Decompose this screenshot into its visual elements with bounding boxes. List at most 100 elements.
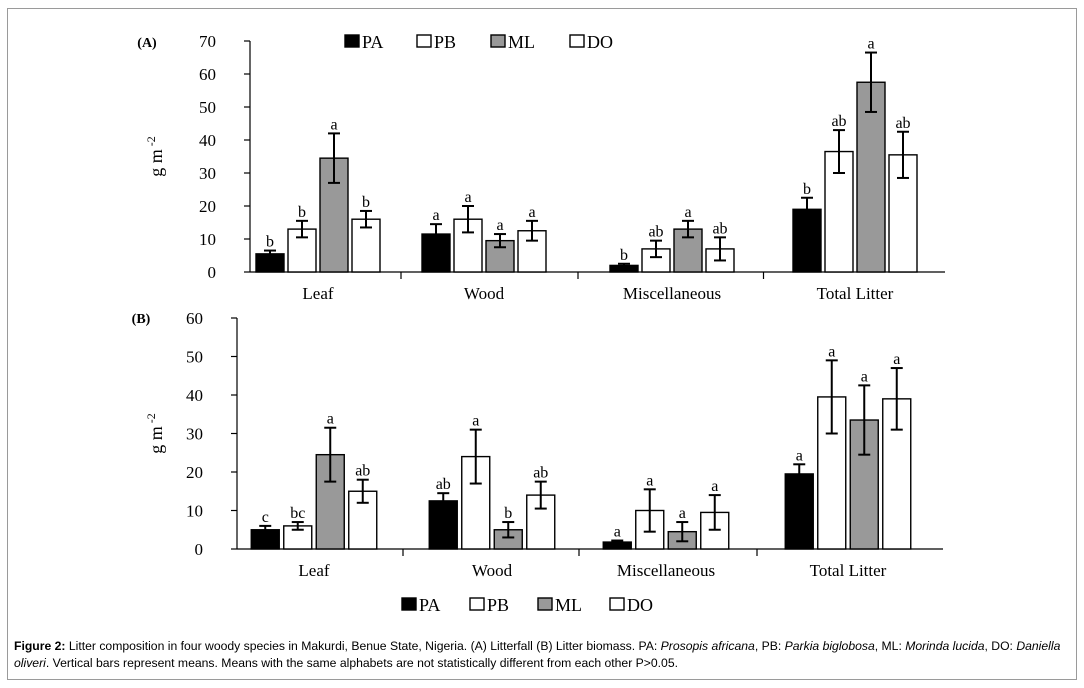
significance-letter: a (861, 368, 868, 385)
y-axis-label: g m -2 (144, 136, 166, 177)
legend-panel-a: PA PB ML DO (344, 32, 613, 52)
y-axis-label: g m -2 (144, 413, 166, 454)
significance-letter: a (893, 351, 900, 368)
legend-label-do: DO (627, 595, 653, 615)
x-category-label: Leaf (302, 284, 333, 303)
significance-letter: ab (648, 224, 663, 241)
significance-letter: ab (533, 465, 548, 482)
legend-swatch-do (609, 597, 625, 611)
x-category-label: Wood (464, 284, 505, 303)
legend-swatch-ml (537, 597, 553, 611)
y-tick-label: 20 (186, 463, 203, 482)
x-category-label: Leaf (298, 561, 329, 580)
caption-label: Figure 2: (14, 639, 66, 653)
significance-letter: a (464, 189, 471, 206)
y-tick-label: 70 (199, 32, 216, 51)
y-axis-label-base: g m (146, 149, 166, 177)
caption-do-name: Daniella oliveri (14, 639, 1061, 670)
significance-letter: b (298, 204, 306, 221)
caption-text-5: . Vertical bars represent means. Means w… (45, 656, 679, 670)
y-axis-label-sup: -2 (144, 413, 158, 426)
significance-letter: b (504, 505, 512, 522)
significance-letter: a (472, 413, 479, 430)
y-tick-label: 0 (195, 540, 204, 559)
bar-do-leaf (348, 490, 378, 550)
panel-label: (A) (137, 36, 157, 51)
panel-a: (A) 0 10 20 30 40 50 60 70 g m -2 Leaf Wood Miscella… (137, 32, 945, 303)
y-tick-label: 10 (199, 230, 216, 249)
legend-label-pa: PA (419, 595, 440, 615)
significance-letter: a (330, 116, 337, 133)
legend-label-pb: PB (487, 595, 509, 615)
y-tick-label: 50 (186, 348, 203, 367)
x-category-label: Total Litter (817, 284, 894, 303)
significance-letter: a (614, 524, 621, 541)
chart-canvas: (A) 0 10 20 30 40 50 60 70 g m -2 Leaf Wood Miscella… (132, 32, 945, 615)
legend-swatch-pb (416, 34, 432, 48)
panel-b: (B) 0 10 20 30 40 50 60 g m -2 Leaf Wood Miscellane… (132, 309, 943, 615)
significance-letter: ab (355, 463, 370, 480)
bar-pa-total-litter (784, 473, 814, 550)
legend-label-ml: ML (508, 32, 535, 52)
legend-swatch-do (569, 34, 585, 48)
bar-do-wood (526, 494, 556, 550)
caption-text-2: , PB: (754, 639, 785, 653)
significance-letter: a (432, 207, 439, 224)
y-tick-label: 30 (186, 425, 203, 444)
caption-text-1: Litter composition in four woody species… (65, 639, 661, 653)
significance-letter: a (796, 447, 803, 464)
significance-letter: ab (712, 220, 727, 237)
significance-letter: a (711, 478, 718, 495)
y-tick-label: 20 (199, 197, 216, 216)
x-category-label: Miscellaneous (623, 284, 721, 303)
significance-letter: b (803, 181, 811, 198)
significance-letter: b (620, 247, 628, 264)
x-category-label: Total Litter (810, 561, 887, 580)
y-tick-label: 60 (199, 65, 216, 84)
significance-letter: b (362, 194, 370, 211)
panel-label: (B) (132, 312, 151, 327)
significance-letter: c (262, 509, 269, 526)
significance-letter: ab (436, 476, 451, 493)
significance-letter: b (266, 234, 274, 251)
significance-letter: a (327, 411, 334, 428)
y-tick-label: 50 (199, 98, 216, 117)
legend-label-do: DO (587, 32, 613, 52)
y-tick-label: 60 (186, 309, 203, 328)
significance-letter: ab (831, 113, 846, 130)
significance-letter: a (679, 505, 686, 522)
significance-letter: a (684, 204, 691, 221)
significance-letter: a (828, 343, 835, 360)
legend-label-ml: ML (555, 595, 582, 615)
x-category-label: Miscellaneous (617, 561, 715, 580)
legend-label-pb: PB (434, 32, 456, 52)
significance-letter: a (496, 217, 503, 234)
significance-letter: a (528, 204, 535, 221)
x-category-label: Wood (472, 561, 513, 580)
y-axis-label-sup: -2 (144, 136, 158, 149)
legend-panel-b: PA PB ML DO (401, 595, 653, 615)
significance-letter: a (867, 36, 874, 53)
y-tick-label: 30 (199, 164, 216, 183)
y-tick-label: 10 (186, 502, 203, 521)
significance-letter: a (646, 472, 653, 489)
y-tick-label: 0 (208, 263, 217, 282)
legend-swatch-pa (344, 34, 360, 48)
significance-letter: bc (290, 505, 305, 522)
legend-swatch-pa (401, 597, 417, 611)
y-axis-label-base: g m (146, 426, 166, 454)
legend-swatch-pb (469, 597, 485, 611)
y-tick-label: 40 (186, 386, 203, 405)
figure-caption: Figure 2: Litter composition in four woo… (14, 638, 1074, 672)
caption-text-4: , DO: (984, 639, 1017, 653)
legend-swatch-ml (490, 34, 506, 48)
caption-ml-name: Morinda lucida (905, 639, 985, 653)
significance-letter: ab (895, 115, 910, 132)
y-tick-label: 40 (199, 131, 216, 150)
caption-pb-name: Parkia biglobosa (784, 639, 875, 653)
legend-label-pa: PA (362, 32, 383, 52)
figure-border (7, 8, 1077, 680)
caption-pa-name: Prosopis africana (660, 639, 755, 653)
caption-text-3: , ML: (874, 639, 906, 653)
